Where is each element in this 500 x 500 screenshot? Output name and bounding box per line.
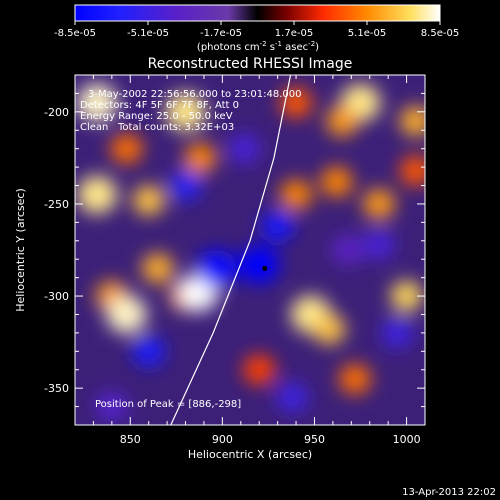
heatmap-cell bbox=[276, 382, 309, 413]
plot-frame bbox=[74, 74, 426, 426]
colorbar bbox=[74, 4, 441, 22]
colorbar-ticks bbox=[74, 21, 441, 25]
heatmap-cell bbox=[165, 92, 206, 131]
heatmap-cell bbox=[326, 105, 359, 137]
annotation-energy-range: Energy Range: 25.0 - 50.0 keV bbox=[80, 111, 233, 122]
colorbar-tick-label: -1.7e-05 bbox=[200, 28, 242, 39]
solar-limb-curve bbox=[170, 75, 292, 425]
heatmap-cell bbox=[399, 155, 425, 186]
axis-ticks bbox=[74, 74, 426, 426]
heatmap-cell bbox=[362, 229, 395, 260]
chart-title: Reconstructed RHESSI Image bbox=[148, 56, 353, 72]
annotation-method: Clean bbox=[80, 122, 108, 133]
footer-timestamp: 13-Apr-2013 22:02 bbox=[402, 487, 496, 498]
heatmap-cell bbox=[280, 87, 313, 118]
heatmap-cell bbox=[77, 83, 118, 122]
heatmap-cell bbox=[243, 354, 276, 385]
colorbar-tick-label: 1.7e-05 bbox=[275, 28, 313, 39]
annotation-time-range: 3-May-2002 22:56:56.000 to 23:01:48.000 bbox=[88, 89, 301, 100]
colorbar-tick-label: 8.5e-05 bbox=[421, 28, 459, 39]
colorbar-tick-label: -5.1e-05 bbox=[127, 28, 169, 39]
heatmap-cell bbox=[339, 363, 371, 395]
colorbar-tick-label: -8.5e-05 bbox=[54, 28, 96, 39]
heatmap-cell bbox=[381, 317, 414, 349]
heatmap-cell bbox=[196, 249, 237, 288]
heatmap-cell bbox=[228, 133, 261, 164]
annotation-total-counts: Total counts: 3.32E+03 bbox=[117, 122, 234, 133]
heatmap-cell bbox=[110, 133, 143, 164]
y-tick-label: -200 bbox=[44, 106, 69, 119]
y-tick-label: -350 bbox=[44, 382, 69, 395]
heatmap-cell bbox=[239, 245, 280, 284]
x-tick-label: 1000 bbox=[393, 433, 421, 446]
y-tick-labels: -200 -250 -300 -350 bbox=[44, 106, 69, 395]
heatmap-cell bbox=[399, 105, 425, 137]
annotation-peak-position: Position of Peak = [886,-298] bbox=[95, 399, 241, 410]
heatmap-cell bbox=[132, 185, 165, 216]
heatmap-image bbox=[77, 75, 425, 425]
heatmap-cell bbox=[280, 179, 313, 210]
heatmap-cell bbox=[261, 210, 294, 242]
heatmap-cell bbox=[184, 142, 217, 174]
heatmap-cell bbox=[132, 336, 165, 367]
annotation-detectors: Detectors: 4F 5F 6F 7F 8F, Att 0 bbox=[80, 100, 239, 111]
heatmap-cell bbox=[169, 170, 202, 201]
heatmap-cell bbox=[331, 234, 364, 266]
heatmap-cell bbox=[77, 175, 118, 214]
heatmap-cell bbox=[106, 295, 147, 334]
colorbar-unit: (photons cm-2 s-1 asec-2) bbox=[197, 40, 319, 53]
x-tick-label: 950 bbox=[304, 433, 325, 446]
heatmap-cell bbox=[320, 166, 353, 198]
x-axis-label: Heliocentric X (arcsec) bbox=[188, 448, 312, 461]
heatmap-cell bbox=[141, 253, 174, 284]
peak-marker bbox=[262, 265, 268, 271]
heatmap-cell bbox=[362, 188, 395, 220]
y-axis-label: Heliocentric Y (arcsec) bbox=[14, 188, 27, 312]
peak-dot bbox=[262, 265, 268, 271]
heatmap-cell bbox=[95, 391, 128, 422]
x-tick-label: 850 bbox=[120, 433, 141, 446]
heatmap-cell bbox=[313, 314, 346, 345]
colorbar-tick-labels: -8.5e-05 -5.1e-05 -1.7e-05 1.7e-05 5.1e-05 8.… bbox=[54, 28, 459, 39]
colorbar-tick-label: 5.1e-05 bbox=[348, 28, 386, 39]
x-tick-labels: 850 900 950 1000 bbox=[120, 433, 421, 446]
y-tick-label: -250 bbox=[44, 198, 69, 211]
y-tick-label: -300 bbox=[44, 290, 69, 303]
x-tick-label: 900 bbox=[212, 433, 233, 446]
heatmap-cell bbox=[390, 280, 423, 312]
